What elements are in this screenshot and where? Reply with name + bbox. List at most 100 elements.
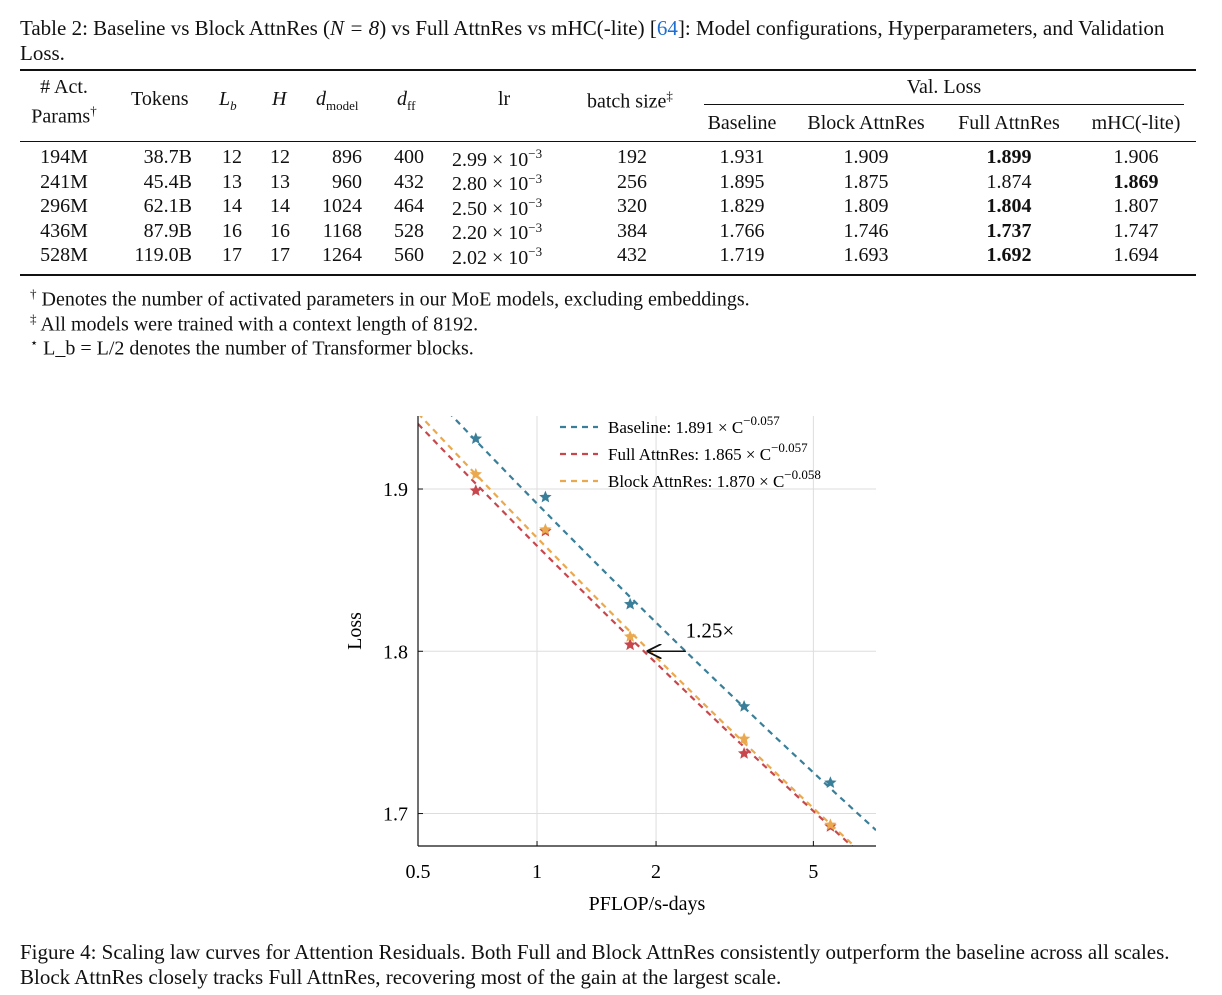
table-cell-batch: 256	[617, 170, 647, 193]
table-cell-baseline: 1.829	[719, 195, 765, 218]
table-cell-dff: 432	[394, 170, 424, 193]
data-point-baseline	[737, 700, 751, 712]
header-act-params: # Act. Params†	[31, 76, 97, 128]
table-cell-full: 1.692	[986, 244, 1032, 267]
table-cell-block: 1.909	[843, 146, 889, 168]
data-point-baseline	[624, 597, 637, 610]
table-cell-dff: 464	[394, 195, 424, 218]
table-cell-mhc: 1.869	[1113, 170, 1159, 193]
table-cell-params: 241M	[40, 170, 88, 193]
table-cell-lr: 2.50 × 10−3	[452, 195, 543, 220]
table-cell-batch: 192	[617, 146, 647, 168]
table-cell-dmodel: 1024	[322, 195, 362, 218]
table-cell-lb: 13	[222, 170, 242, 193]
table-cell-lr: 2.20 × 10−3	[452, 219, 543, 245]
table-cell-dff: 528	[394, 219, 424, 242]
table-cell-tokens: 87.9B	[143, 219, 192, 242]
table-cell-lb: 12	[222, 146, 242, 168]
val-loss-rule	[704, 104, 1184, 105]
data-point-full	[624, 638, 637, 651]
header-dff: dff	[397, 88, 416, 113]
table-cell-lr: 2.99 × 10−3	[452, 146, 543, 171]
header-tokens: Tokens	[131, 88, 189, 110]
x-tick-label: 5	[808, 861, 818, 883]
legend-label-baseline: Baseline: 1.891 × C−0.057	[608, 413, 780, 437]
data-point-full	[737, 747, 751, 759]
table-cell-batch: 320	[617, 195, 647, 218]
data-point-full	[469, 484, 482, 496]
table-header-rule	[20, 141, 1196, 142]
table-cell-full: 1.899	[986, 146, 1032, 168]
table-cell-batch: 384	[617, 219, 647, 242]
table-cell-lb: 16	[222, 219, 242, 242]
table-cell-h: 12	[270, 146, 290, 168]
data-point-block	[737, 732, 751, 745]
table-cell-tokens: 62.1B	[143, 195, 192, 218]
table-cell-full: 1.737	[986, 219, 1032, 242]
table-cell-baseline: 1.719	[719, 244, 765, 267]
data-point-block	[469, 467, 482, 480]
table-caption: Table 2: Baseline vs Block AttnRes (N = …	[20, 16, 1165, 65]
table-cell-dff: 400	[394, 146, 424, 168]
table-cell-block: 1.746	[843, 219, 889, 242]
table-cell-params: 296M	[40, 195, 88, 218]
header-block: Block AttnRes	[807, 112, 925, 134]
figure-caption: Figure 4: Scaling law curves for Attenti…	[20, 940, 1170, 989]
table-cell-block: 1.875	[843, 170, 889, 193]
table-cell-params: 528M	[40, 244, 88, 267]
table-cell-h: 14	[270, 195, 290, 218]
table-cell-dmodel: 896	[332, 146, 362, 168]
table-cell-mhc: 1.747	[1113, 219, 1159, 242]
table-cell-baseline: 1.766	[719, 219, 765, 242]
table-cell-lb: 14	[222, 195, 242, 218]
table-cell-mhc: 1.807	[1113, 195, 1159, 218]
data-point-block	[824, 818, 837, 831]
header-full: Full AttnRes	[958, 112, 1060, 134]
fit-line-block	[419, 416, 856, 846]
table-cell-baseline: 1.931	[719, 146, 765, 168]
x-tick-label: 2	[651, 861, 661, 883]
x-tick-label: 0.5	[406, 861, 431, 883]
table-cell-params: 194M	[40, 146, 88, 168]
table-cell-block: 1.693	[843, 244, 889, 267]
data-point-baseline	[824, 776, 837, 788]
legend-label-full: Full AttnRes: 1.865 × C−0.057	[608, 440, 808, 464]
header-lr: lr	[498, 88, 511, 110]
table-cell-full: 1.874	[986, 170, 1032, 193]
table-cell-h: 17	[270, 244, 290, 267]
table-cell-h: 16	[270, 219, 290, 242]
y-tick-label: 1.8	[383, 641, 408, 663]
table-cell-dmodel: 1264	[322, 244, 362, 267]
header-h: H	[272, 88, 287, 110]
scaling-law-chart: 0.5 1 2 5 1.7 1.8 1.9 PFLOP/s-days Loss Baseline…	[344, 413, 876, 915]
citation-link[interactable]: 64	[656, 16, 678, 40]
table-cell-block: 1.809	[843, 195, 889, 218]
footnote-ddagger: ‡ All models were trained with a context…	[30, 311, 479, 336]
table-cell-tokens: 45.4B	[143, 170, 192, 193]
caption-math: N = 8	[330, 16, 380, 40]
table-cell-dmodel: 1168	[322, 219, 362, 242]
table-cell-params: 436M	[40, 219, 88, 242]
y-axis-label: Loss	[344, 612, 366, 650]
data-point-baseline	[539, 490, 552, 503]
table-cell-lb: 17	[222, 244, 242, 267]
legend-label-block: Block AttnRes: 1.870 × C−0.058	[608, 467, 821, 491]
header-batch: batch size‡	[587, 88, 673, 113]
table-cell-mhc: 1.906	[1113, 146, 1159, 168]
table-cell-baseline: 1.895	[719, 170, 765, 193]
fit-line-baseline	[450, 416, 876, 832]
table-cell-tokens: 38.7B	[143, 146, 192, 168]
x-axis-label: PFLOP/s-days	[589, 893, 706, 915]
y-tick-label: 1.9	[383, 479, 408, 501]
table-cell-lr: 2.80 × 10−3	[452, 170, 543, 196]
header-lb: Lb	[219, 88, 237, 113]
header-dmodel: dmodel	[316, 88, 359, 113]
table-cell-lr: 2.02 × 10−3	[452, 244, 543, 270]
table-cell-mhc: 1.694	[1113, 244, 1159, 267]
header-val-loss: Val. Loss	[906, 76, 982, 98]
table-cell-full: 1.804	[986, 195, 1032, 218]
header-baseline: Baseline	[707, 112, 777, 134]
table-top-rule	[20, 69, 1196, 71]
x-tick-label: 1	[532, 861, 542, 883]
